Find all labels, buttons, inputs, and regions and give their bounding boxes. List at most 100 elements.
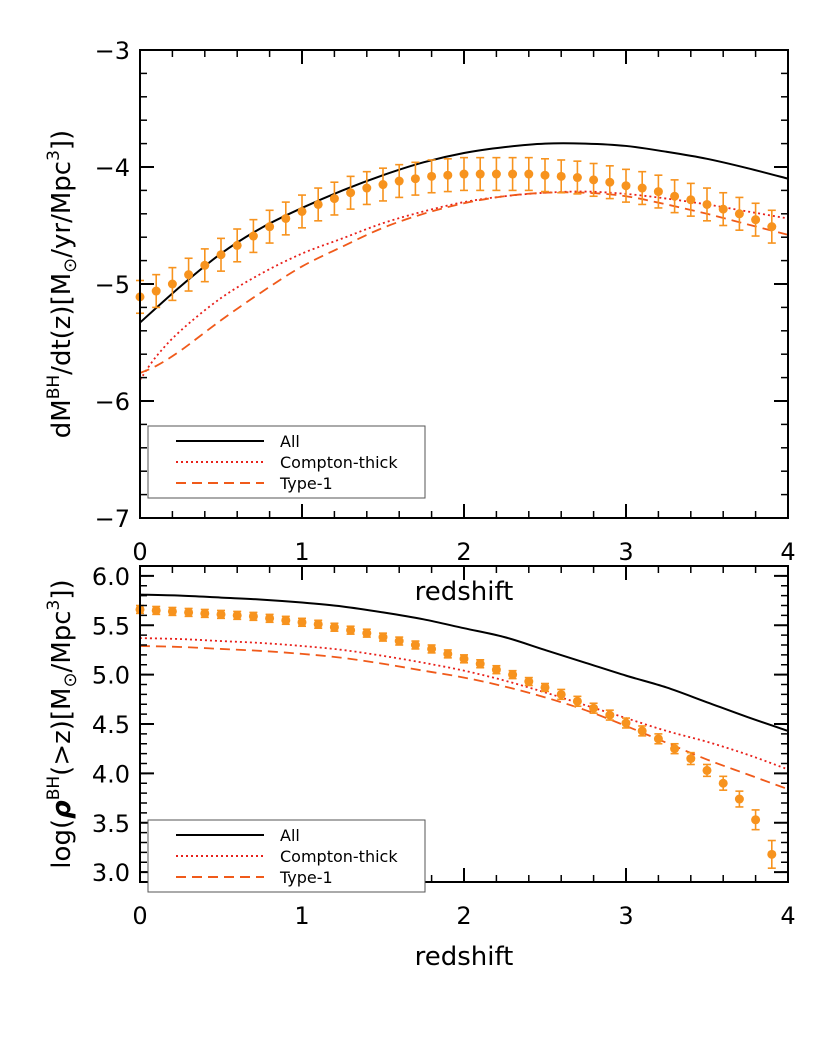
data-point — [491, 665, 501, 675]
x-tick-label: 3 — [618, 538, 633, 566]
bottom-panel: 0 1 2 3 4 3.0 3.5 4.0 4.5 5.0 5.5 6.0 redshift redshi… — [44, 563, 796, 972]
data-point — [637, 726, 647, 736]
legend-box — [147, 819, 426, 893]
data-point — [556, 171, 566, 181]
y-title-part: /dt(z)[M — [47, 273, 77, 375]
data-point — [475, 659, 485, 669]
data-point — [718, 778, 728, 788]
data-point — [556, 689, 566, 699]
data-point — [767, 222, 777, 232]
data-point — [200, 608, 210, 618]
y-tick-label: −5 — [95, 271, 130, 299]
data-point — [151, 286, 161, 296]
data-point — [621, 181, 631, 191]
data-point — [589, 703, 599, 713]
data-point — [540, 682, 550, 692]
y-title-part: log( — [47, 819, 77, 869]
x-tick-label: 0 — [132, 538, 147, 566]
data-point — [621, 718, 631, 728]
y-title-rho: ρ — [47, 800, 77, 819]
data-point — [216, 609, 226, 619]
data-point — [378, 180, 388, 190]
data-point — [524, 677, 534, 687]
y-tick-label: −3 — [95, 37, 130, 65]
x-tick-label: 3 — [618, 902, 633, 930]
data-point — [751, 815, 761, 825]
data-point — [394, 636, 404, 646]
data-point — [686, 754, 696, 764]
data-point — [184, 270, 194, 280]
data-point — [281, 615, 291, 625]
data-point — [524, 169, 534, 179]
data-point — [605, 177, 615, 187]
data-point — [443, 170, 453, 180]
y-tick-label: −4 — [95, 154, 130, 182]
x-tick-label: 1 — [294, 902, 309, 930]
data-point — [313, 619, 323, 629]
y-title-part: /yr/Mpc — [47, 161, 77, 258]
y-title-sun-symbol: ⊙ — [60, 258, 81, 273]
data-point — [313, 199, 323, 209]
data-point — [232, 240, 242, 250]
data-point — [443, 649, 453, 659]
top-panel: 0 1 2 3 4−7−6−5−4−3dMBH/dt(z)[M⊙/yr/Mpc3])Al… — [44, 37, 796, 566]
data-point — [751, 215, 761, 225]
data-point — [686, 195, 696, 205]
y-axis-title: dMBH/dt(z)[M⊙/yr/Mpc3]) — [44, 130, 81, 438]
legend-label: Type-1 — [279, 474, 333, 493]
data-point — [491, 169, 501, 179]
data-point — [184, 607, 194, 617]
x-tick-label: 2 — [456, 902, 471, 930]
legend-box — [147, 425, 426, 499]
y-axis-title: log(ρBH(>z)[M⊙/Mpc3]) — [44, 579, 81, 868]
data-point — [734, 794, 744, 804]
data-point — [427, 644, 437, 654]
y-tick-label: −7 — [95, 505, 130, 533]
data-point — [346, 625, 356, 635]
data-point — [248, 231, 258, 241]
data-point — [346, 188, 356, 198]
data-point — [718, 204, 728, 214]
data-point — [540, 170, 550, 180]
data-point — [248, 611, 258, 621]
x-tick-label: 4 — [780, 538, 795, 566]
data-point — [216, 250, 226, 260]
x-axis-title: redshift — [415, 942, 514, 972]
y-tick-label: 4.0 — [92, 760, 130, 788]
x-tick-label: 4 — [780, 902, 795, 930]
data-point — [281, 213, 291, 223]
series-line-compton-thick — [139, 637, 789, 771]
data-point — [637, 183, 647, 193]
data-point — [589, 175, 599, 185]
y-tick-label: 5.0 — [92, 662, 130, 690]
data-point — [410, 174, 420, 184]
data-point — [232, 610, 242, 620]
y-title-superscript: 3 — [44, 600, 64, 611]
data-point — [670, 191, 680, 201]
data-point — [167, 279, 177, 289]
y-title-part: ]) — [47, 130, 77, 150]
data-point — [329, 194, 339, 204]
y-title-part: ]) — [47, 579, 77, 599]
y-title-part: /Mpc — [47, 610, 77, 672]
data-point — [394, 176, 404, 186]
data-point — [167, 606, 177, 616]
x-tick-label: 0 — [132, 902, 147, 930]
x-tick-label: 2 — [456, 538, 471, 566]
data-point — [378, 632, 388, 642]
y-tick-label: −6 — [95, 388, 130, 416]
data-point — [734, 209, 744, 219]
data-point — [151, 605, 161, 615]
data-point — [410, 640, 420, 650]
y-tick-label: 4.5 — [92, 711, 130, 739]
data-points-series — [135, 156, 777, 315]
data-point — [297, 206, 307, 216]
y-title-superscript: BH — [44, 776, 64, 800]
data-point — [670, 744, 680, 754]
y-title-superscript: BH — [44, 375, 64, 399]
series-line-compton-thick — [139, 190, 789, 381]
data-point — [767, 849, 777, 859]
data-points-series — [135, 604, 777, 869]
